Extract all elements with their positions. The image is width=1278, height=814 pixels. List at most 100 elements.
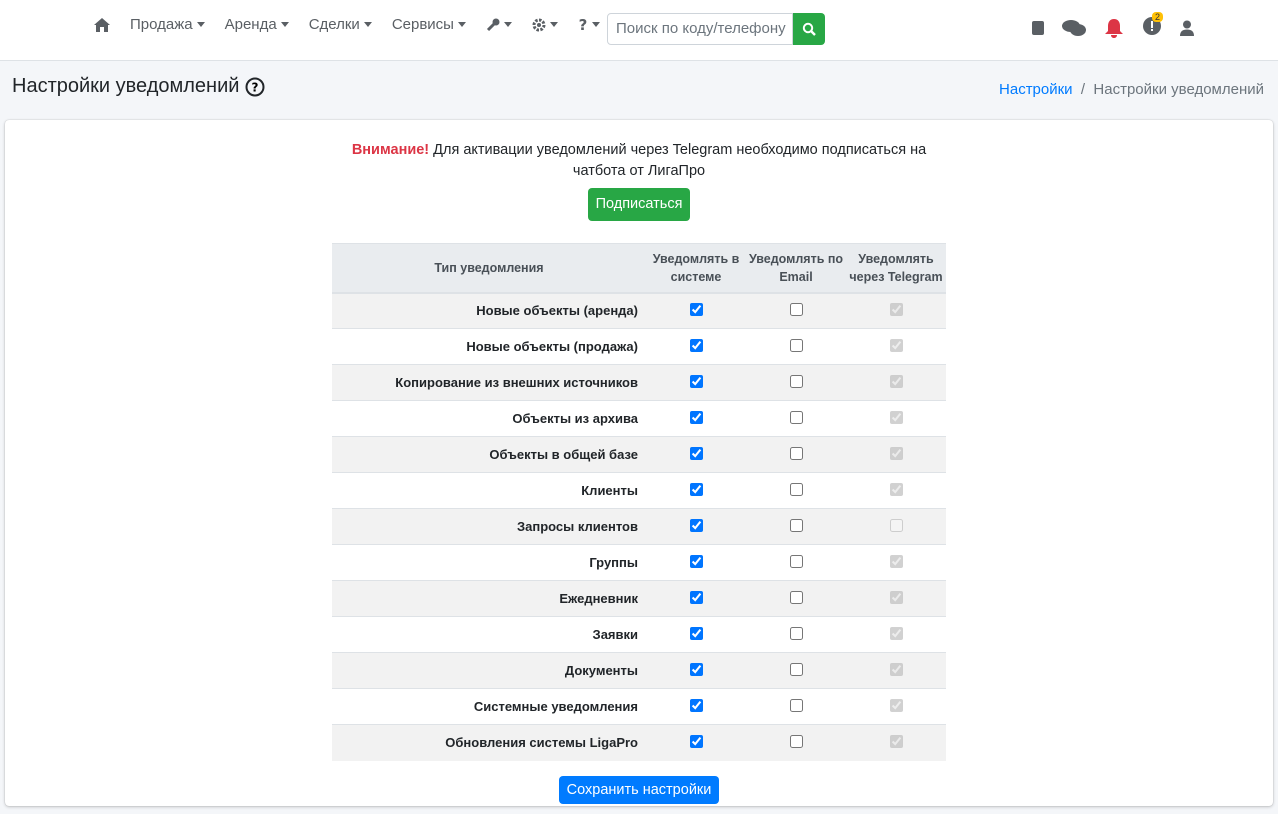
system-checkbox[interactable] — [689, 590, 703, 604]
settings-icon[interactable] — [522, 18, 568, 32]
nav-item-label: Продажа — [130, 16, 193, 33]
checkbox-cell — [646, 400, 746, 437]
checkbox-cell — [846, 688, 946, 725]
breadcrumb-link[interactable]: Настройки — [999, 81, 1073, 98]
nav-item[interactable]: Сделки — [299, 16, 382, 33]
tools-icon[interactable] — [476, 18, 522, 32]
system-checkbox[interactable] — [689, 698, 703, 712]
email-checkbox[interactable] — [789, 698, 803, 712]
checkbox-cell — [746, 292, 846, 329]
email-checkbox[interactable] — [789, 374, 803, 388]
system-checkbox[interactable] — [689, 662, 703, 676]
table-row: Копирование из внешних источников — [332, 364, 946, 401]
checkbox-cell — [646, 580, 746, 617]
email-checkbox[interactable] — [789, 554, 803, 568]
telegram-checkbox — [889, 590, 903, 604]
checkbox-cell — [746, 436, 846, 473]
breadcrumb-current: Настройки уведомлений — [1093, 81, 1264, 98]
table-row: Заявки — [332, 616, 946, 653]
email-checkbox[interactable] — [789, 302, 803, 316]
system-checkbox[interactable] — [689, 734, 703, 748]
checkbox-cell — [646, 724, 746, 761]
system-checkbox[interactable] — [689, 518, 703, 532]
caret — [196, 22, 205, 27]
system-checkbox[interactable] — [689, 302, 703, 316]
nav-item-label: Сервисы — [391, 16, 454, 33]
book-icon[interactable] — [1032, 20, 1044, 36]
navbar: Продажа Аренда Сделки Сервисы? Поиск по код… — [0, 0, 1278, 61]
email-checkbox[interactable] — [789, 410, 803, 424]
checkbox-cell — [646, 328, 746, 365]
home-icon[interactable] — [84, 17, 120, 32]
user-icon[interactable] — [1180, 20, 1194, 36]
telegram-checkbox — [889, 518, 903, 532]
checkbox-cell — [746, 652, 846, 689]
telegram-checkbox — [889, 410, 903, 424]
save-button[interactable]: Сохранить настройки — [558, 775, 720, 804]
email-checkbox[interactable] — [789, 446, 803, 460]
system-checkbox[interactable] — [689, 338, 703, 352]
nav-item[interactable]: Аренда — [215, 16, 299, 33]
row-label: Группы — [332, 544, 646, 581]
table-row: Новые объекты (аренда) — [332, 292, 946, 329]
telegram-checkbox — [889, 482, 903, 496]
system-checkbox[interactable] — [689, 410, 703, 424]
telegram-checkbox — [889, 302, 903, 316]
checkbox-cell — [646, 472, 746, 509]
telegram-checkbox — [889, 734, 903, 748]
search: Поиск по коду/телефону — [607, 13, 825, 45]
checkbox-cell — [846, 328, 946, 365]
nav-left: Продажа Аренда Сделки Сервисы? — [84, 16, 610, 33]
email-checkbox[interactable] — [789, 590, 803, 604]
caret — [457, 22, 466, 27]
notice: Внимание! Для активации уведомлений чере… — [349, 140, 929, 221]
row-label: Обновления системы LigaPro — [332, 724, 646, 761]
table-row: Клиенты — [332, 472, 946, 509]
row-label: Запросы клиентов — [332, 508, 646, 545]
bell-icon[interactable] — [1104, 18, 1124, 38]
row-label: Заявки — [332, 616, 646, 653]
row-label: Объекты из архива — [332, 400, 646, 437]
table-row: Системные уведомления — [332, 688, 946, 725]
checkbox-cell — [846, 580, 946, 617]
table-row: Ежедневник — [332, 580, 946, 617]
checkbox-cell — [846, 652, 946, 689]
nav-right: 2 — [1032, 12, 1194, 39]
email-checkbox[interactable] — [789, 662, 803, 676]
checkbox-cell — [846, 400, 946, 437]
row-label: Объекты в общей базе — [332, 436, 646, 473]
checkbox-cell — [746, 364, 846, 401]
system-checkbox[interactable] — [689, 446, 703, 460]
subscribe-button[interactable]: Подписаться — [587, 188, 691, 221]
chat-icon[interactable] — [1062, 19, 1086, 37]
column-header: Уведомлять через Telegram — [846, 243, 946, 294]
system-checkbox[interactable] — [689, 374, 703, 388]
system-checkbox[interactable] — [689, 626, 703, 640]
caret — [280, 22, 289, 27]
nav-item[interactable]: Сервисы — [382, 16, 476, 33]
search-input[interactable]: Поиск по коду/телефону — [607, 13, 793, 45]
column-header: Уведомлять по Email — [746, 243, 846, 294]
email-checkbox[interactable] — [789, 338, 803, 352]
telegram-checkbox — [889, 374, 903, 388]
telegram-checkbox — [889, 662, 903, 676]
help-menu[interactable]: ? — [568, 18, 610, 32]
email-checkbox[interactable] — [789, 626, 803, 640]
alerts[interactable]: 2 — [1142, 12, 1164, 39]
caret — [549, 22, 558, 27]
search-button[interactable] — [793, 13, 825, 45]
email-checkbox[interactable] — [789, 518, 803, 532]
checkbox-cell — [746, 328, 846, 365]
nav-item[interactable]: Продажа — [120, 16, 215, 33]
help-icon[interactable]: ? — [245, 77, 265, 97]
checkbox-cell — [746, 508, 846, 545]
row-label: Ежедневник — [332, 580, 646, 617]
system-checkbox[interactable] — [689, 554, 703, 568]
content-header: Настройки уведомлений? Настройки / Настр… — [0, 61, 1278, 119]
email-checkbox[interactable] — [789, 482, 803, 496]
title-text: Настройки уведомлений — [12, 75, 240, 97]
system-checkbox[interactable] — [689, 482, 703, 496]
email-checkbox[interactable] — [789, 734, 803, 748]
checkbox-cell — [846, 724, 946, 761]
